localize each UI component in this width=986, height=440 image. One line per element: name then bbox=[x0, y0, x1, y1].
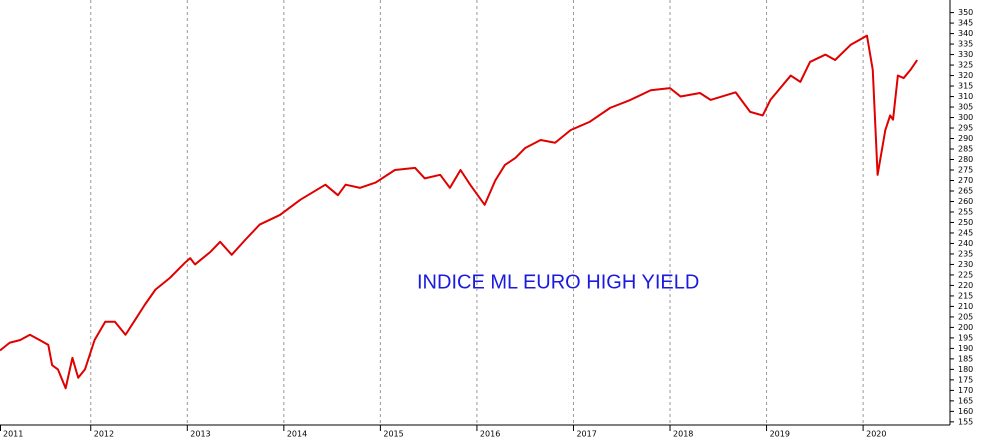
y-tick-label: 265 bbox=[958, 186, 973, 195]
y-tick-label: 310 bbox=[958, 92, 973, 101]
y-tick-label: 170 bbox=[958, 386, 973, 395]
y-tick-label: 210 bbox=[958, 302, 973, 311]
x-tick-label: 2011 bbox=[3, 430, 23, 439]
y-tick-label: 230 bbox=[958, 260, 973, 269]
annotation: INDICE ML EURO HIGH YIELD bbox=[417, 271, 699, 293]
y-tick-label: 270 bbox=[958, 176, 973, 185]
y-tick-label: 175 bbox=[958, 375, 973, 384]
y-tick-label: 195 bbox=[958, 333, 973, 342]
y-tick-label: 190 bbox=[958, 344, 973, 353]
y-tick-label: 325 bbox=[958, 61, 973, 70]
line bbox=[0, 34, 918, 390]
y-tick-label: 165 bbox=[958, 396, 973, 405]
y-tick-label: 220 bbox=[958, 281, 973, 290]
y-tick-label: 245 bbox=[958, 228, 973, 237]
y-tick-label: 185 bbox=[958, 354, 973, 363]
y-tick-label: 160 bbox=[958, 407, 973, 416]
x-tick-label: 2013 bbox=[190, 430, 210, 439]
y-tick-label: 300 bbox=[958, 113, 973, 122]
y-tick-label: 315 bbox=[958, 82, 973, 91]
y-tick-label: 295 bbox=[958, 124, 973, 133]
y-tick-label: 275 bbox=[958, 166, 973, 175]
x-tick-label: 2020 bbox=[866, 430, 886, 439]
x-tick-label: 2017 bbox=[576, 430, 596, 439]
y-tick-label: 285 bbox=[958, 145, 973, 154]
x-tick-label: 2015 bbox=[383, 430, 403, 439]
y-tick-label: 215 bbox=[958, 291, 973, 300]
y-tick-label: 280 bbox=[958, 155, 973, 164]
x-tick-label: 2016 bbox=[480, 430, 500, 439]
y-tick-label: 320 bbox=[958, 71, 973, 80]
y-tick-label: 345 bbox=[958, 19, 973, 28]
y-tick-label: 250 bbox=[958, 218, 973, 227]
y-tick-label: 305 bbox=[958, 103, 973, 112]
y-tick-label: 340 bbox=[958, 29, 973, 38]
y-tick-label: 200 bbox=[958, 323, 973, 332]
y-tick-label: 205 bbox=[958, 312, 973, 321]
y-tick-label: 290 bbox=[958, 134, 973, 143]
y-tick-label: 235 bbox=[958, 249, 973, 258]
y-tick-label: 240 bbox=[958, 239, 973, 248]
x-tick-label: 2018 bbox=[673, 430, 693, 439]
y-tick-label: 225 bbox=[958, 270, 973, 279]
y-tick-label: 335 bbox=[958, 40, 973, 49]
y-tick-label: 260 bbox=[958, 197, 973, 206]
y-tick-label: 155 bbox=[958, 417, 973, 426]
x-tick-label: 2019 bbox=[770, 430, 790, 439]
x-tick-label: 2012 bbox=[94, 430, 114, 439]
y-tick-label: 180 bbox=[958, 365, 973, 374]
y-tick-label: 350 bbox=[958, 8, 973, 17]
x-tick-label: 2014 bbox=[287, 430, 307, 439]
y-tick-label: 330 bbox=[958, 50, 973, 59]
y-tick-label: 255 bbox=[958, 207, 973, 216]
